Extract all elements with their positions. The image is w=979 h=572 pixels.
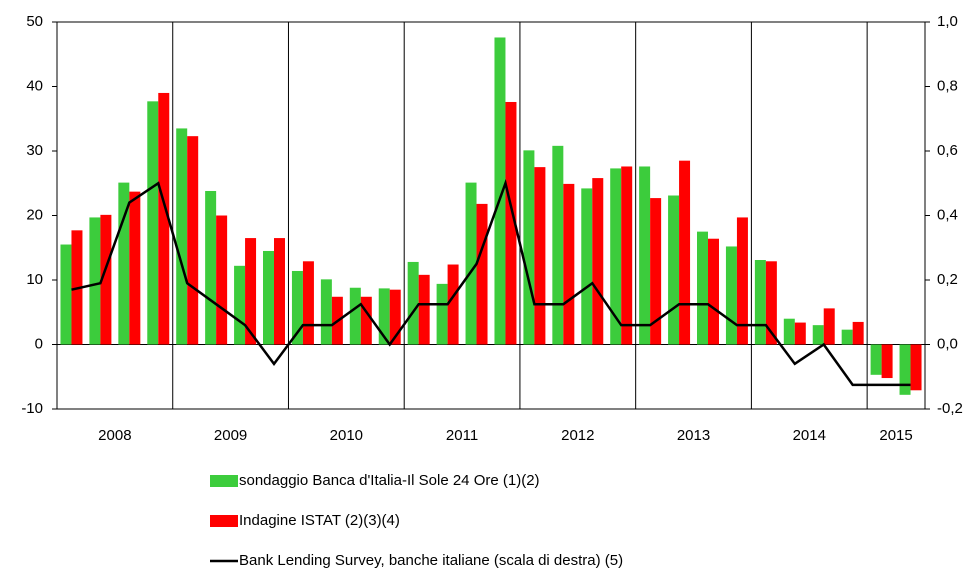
bar: [563, 183, 575, 345]
bar: [754, 260, 766, 345]
bar: [581, 188, 593, 345]
bar: [881, 344, 893, 379]
bar: [910, 344, 922, 391]
y-tick-label: 30: [26, 142, 43, 159]
bar: [360, 296, 372, 345]
bar: [552, 145, 564, 345]
legend-label: Bank Lending Survey, banche italiane (sc…: [239, 552, 623, 569]
bar: [216, 215, 228, 345]
bar: [389, 289, 401, 345]
bar: [407, 261, 419, 345]
bar: [234, 265, 246, 345]
y2-tick-label: 0,6: [937, 142, 958, 159]
x-tick-label: 2009: [214, 427, 247, 444]
bar: [841, 329, 853, 345]
x-tick-label: 2011: [446, 427, 478, 444]
bar: [187, 136, 199, 345]
y2-tick-label: -0,2: [937, 400, 963, 417]
bar: [621, 166, 633, 345]
bar: [205, 190, 217, 345]
y2-tick-label: 1,0: [937, 13, 958, 30]
x-tick-label: 2014: [793, 427, 826, 444]
legend-label: sondaggio Banca d'Italia-Il Sole 24 Ore …: [239, 472, 540, 489]
x-tick-label: 2008: [98, 427, 131, 444]
bar: [765, 261, 777, 345]
bar: [823, 308, 835, 345]
bar: [650, 198, 662, 345]
bar: [899, 344, 911, 395]
y-tick-label: 0: [35, 335, 43, 352]
bar: [852, 321, 864, 345]
bar: [476, 203, 488, 345]
bar: [736, 217, 748, 345]
y-tick-label: 20: [26, 206, 43, 223]
bar: [447, 264, 459, 345]
bar: [523, 150, 535, 345]
bar: [158, 92, 170, 345]
bar: [436, 283, 448, 345]
bar: [118, 182, 130, 345]
bar: [725, 246, 737, 345]
bar: [147, 101, 159, 345]
bar: [610, 168, 622, 345]
y2-tick-label: 0,2: [937, 271, 958, 288]
bar: [668, 195, 680, 345]
bar: [505, 101, 517, 345]
bar: [697, 231, 708, 345]
x-tick-label: 2010: [330, 427, 363, 444]
bar: [89, 217, 101, 345]
legend-swatch: [210, 475, 238, 487]
y-tick-label: 50: [26, 13, 43, 30]
bar: [378, 288, 390, 345]
y-tick-label: -10: [21, 400, 43, 417]
y-tick-label: 40: [26, 77, 43, 94]
y2-tick-label: 0,8: [937, 77, 958, 94]
x-tick-label: 2012: [561, 427, 594, 444]
bar: [129, 191, 141, 345]
bar: [100, 214, 112, 345]
x-tick-label: 2013: [677, 427, 710, 444]
y2-tick-label: 0,0: [937, 335, 958, 352]
y-tick-label: 10: [26, 271, 43, 288]
bar: [679, 160, 691, 345]
bar: [60, 244, 72, 345]
bar: [302, 261, 314, 345]
bar: [708, 238, 719, 345]
y2-tick-label: 0,4: [937, 206, 958, 223]
bar: [263, 250, 274, 345]
bar: [639, 166, 651, 345]
bar: [592, 178, 604, 345]
bar: [812, 325, 824, 345]
bar: [320, 279, 332, 345]
line-series: [71, 178, 911, 387]
legend-label: Indagine ISTAT (2)(3)(4): [239, 512, 400, 529]
bar: [870, 344, 882, 375]
bar: [418, 274, 430, 345]
bar: [176, 128, 188, 345]
bar: [245, 238, 257, 345]
x-tick-label: 2015: [879, 427, 912, 444]
bar: [291, 270, 303, 345]
legend-swatch: [210, 515, 238, 527]
bar: [274, 238, 285, 345]
bar: [794, 322, 806, 345]
bar: [465, 182, 477, 345]
bar: [534, 167, 546, 345]
bar: [494, 37, 506, 345]
bar: [783, 318, 795, 345]
bar: [349, 287, 361, 345]
